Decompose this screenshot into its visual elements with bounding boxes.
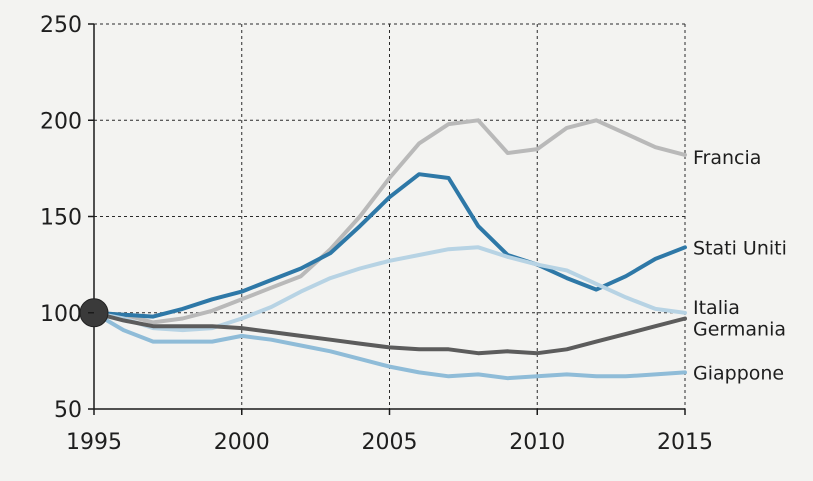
y-tick-label-200: 200	[40, 109, 82, 134]
series-line-francia	[92, 118, 687, 325]
y-tick-label-100: 100	[40, 302, 82, 327]
x-tick-label-2010: 2010	[509, 430, 565, 455]
x-tick-label-2000: 2000	[214, 430, 270, 455]
series-line-germania	[92, 310, 687, 356]
y-tick-label-50: 50	[54, 398, 82, 423]
series-line-italia	[92, 245, 687, 333]
y-tick-label-150: 150	[40, 206, 82, 231]
series-label-germania: Germania	[693, 319, 786, 341]
x-tick-label-1995: 1995	[66, 430, 122, 455]
series-label-giappone: Giappone	[693, 362, 784, 384]
x-tick-label-2015: 2015	[657, 430, 713, 455]
y-axis-ticks: 50 100 150 200 250	[40, 13, 94, 423]
series-label-italia: Italia	[693, 297, 740, 319]
series-line-giappone	[92, 310, 687, 381]
series-label-stati-uniti: Stati Uniti	[693, 237, 787, 259]
y-tick-label-250: 250	[40, 13, 82, 38]
x-tick-label-2005: 2005	[362, 430, 418, 455]
series-line-stati-uniti	[92, 172, 687, 319]
series-lines	[92, 118, 687, 381]
series-label-francia: Francia	[693, 147, 761, 169]
grid	[94, 23, 686, 409]
x-axis-ticks: 1995 2000 2005 2010 2015	[66, 409, 713, 455]
